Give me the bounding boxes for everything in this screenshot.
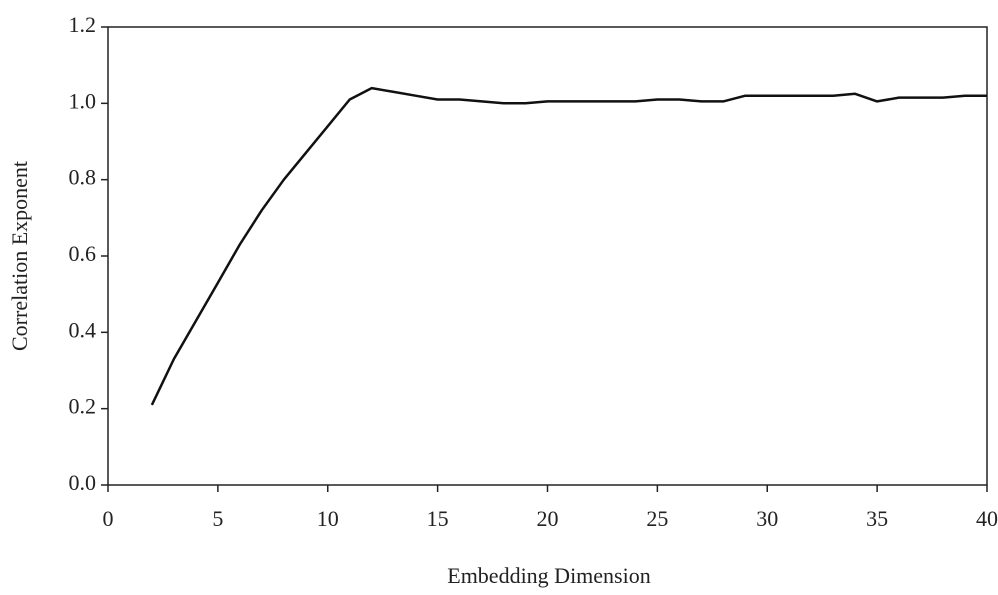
y-tick-label: 0.2: [69, 394, 97, 419]
x-axis-label: Embedding Dimension: [447, 563, 650, 588]
x-tick-label: 25: [646, 506, 668, 531]
x-tick-label: 0: [103, 506, 114, 531]
x-tick-label: 30: [756, 506, 778, 531]
y-tick-label: 1.2: [69, 12, 97, 37]
y-tick-label: 0.8: [69, 165, 97, 190]
y-tick-label: 0.4: [69, 317, 97, 342]
x-tick-label: 35: [866, 506, 888, 531]
x-tick-label: 20: [537, 506, 559, 531]
x-tick-label: 5: [212, 506, 223, 531]
data-line: [150, 86, 987, 406]
x-tick-label: 10: [317, 506, 339, 531]
y-tick-label: 0.0: [69, 470, 97, 495]
y-axis-label: Correlation Exponent: [7, 161, 32, 351]
y-tick-label: 1.0: [69, 88, 97, 113]
x-tick-label: 15: [427, 506, 449, 531]
plot-frame: [107, 26, 988, 486]
y-tick-label: 0.6: [69, 241, 97, 266]
x-tick-label: 40: [976, 506, 998, 531]
